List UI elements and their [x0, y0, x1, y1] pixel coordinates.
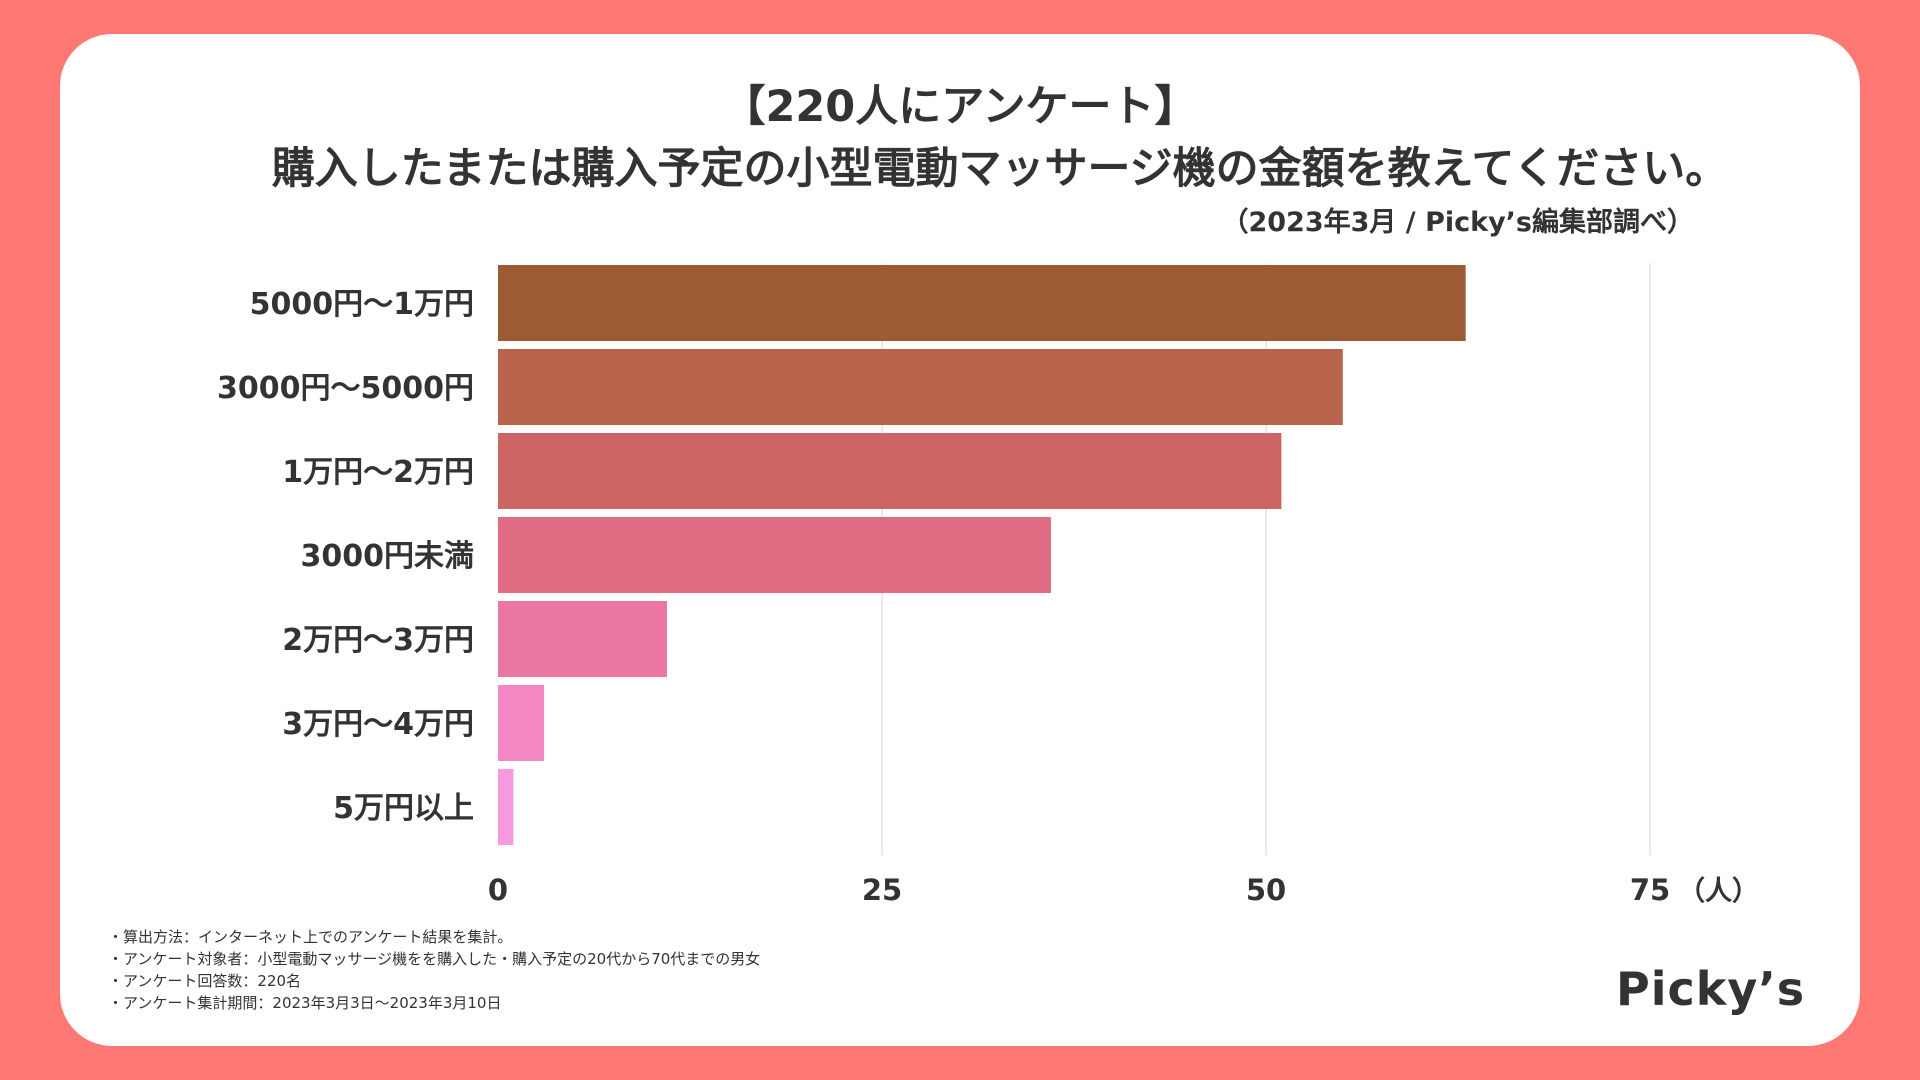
chart-source: （2023年3月 / Picky’s編集部調べ）	[1221, 207, 1694, 238]
category-label: 5万円以上	[333, 791, 474, 826]
bar	[498, 517, 1051, 593]
bar	[498, 769, 514, 845]
note-period: ・アンケート集計期間：2023年3月3日〜2023年3月10日	[108, 994, 502, 1012]
bar	[498, 265, 1466, 341]
bar	[498, 349, 1343, 425]
chart-title-line1: 【220人にアンケート】	[722, 82, 1198, 132]
pickys-logo: Picky’s	[1616, 962, 1806, 1016]
note-count: ・アンケート回答数：220名	[108, 972, 302, 990]
note-method: ・算出方法：インターネット上でのアンケート結果を集計。	[108, 928, 513, 946]
chart-title-line2: 購入したまたは購入予定の小型電動マッサージ機の金額を教えてください。	[271, 144, 1729, 194]
category-label: 3000円未満	[301, 539, 475, 574]
x-tick-label: 0	[488, 873, 508, 907]
x-tick-label: 50	[1246, 873, 1286, 907]
survey-notes: ・算出方法：インターネット上でのアンケート結果を集計。 ・アンケート対象者：小型…	[108, 926, 760, 1014]
note-target: ・アンケート対象者：小型電動マッサージ機をを購入した・購入予定の20代から70代…	[108, 950, 761, 968]
bar	[498, 685, 545, 761]
category-label: 2万円〜3万円	[282, 623, 474, 658]
bar	[498, 433, 1282, 509]
bar	[498, 601, 667, 677]
x-axis-unit: （人）	[1678, 876, 1759, 907]
category-label: 3000円〜5000円	[217, 371, 474, 406]
category-label: 5000円〜1万円	[250, 287, 474, 322]
x-tick-label: 75	[1630, 873, 1670, 907]
category-label: 1万円〜2万円	[282, 455, 474, 490]
category-label: 3万円〜4万円	[282, 707, 474, 742]
x-tick-label: 25	[862, 873, 902, 907]
